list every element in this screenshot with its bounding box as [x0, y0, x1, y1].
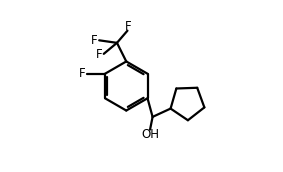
Text: F: F: [125, 20, 132, 33]
Text: F: F: [91, 34, 98, 47]
Text: F: F: [96, 48, 102, 61]
Text: OH: OH: [141, 128, 159, 141]
Text: F: F: [79, 67, 86, 80]
